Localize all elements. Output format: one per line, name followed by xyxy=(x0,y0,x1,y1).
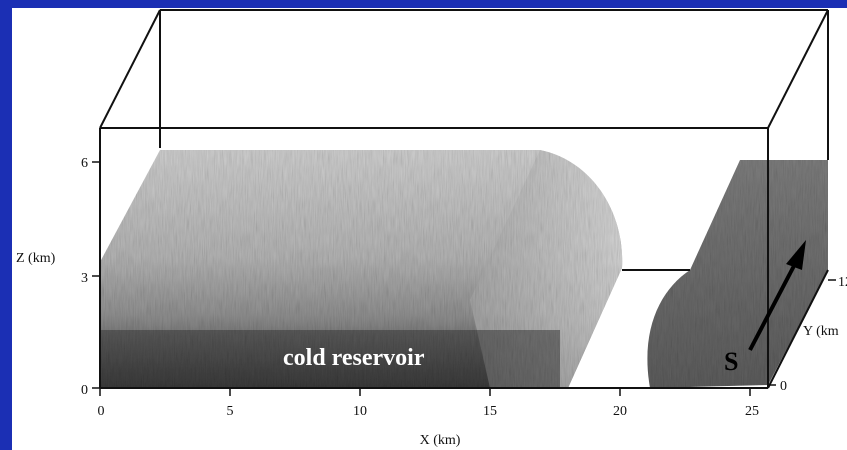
domain-box-back xyxy=(99,9,829,160)
y-axis xyxy=(768,279,836,386)
shear-label: S xyxy=(724,347,738,376)
figure-panel: 0 5 10 15 20 25 X (km) 6 3 0 Z (km) 0 12… xyxy=(12,8,847,450)
domain-box-front xyxy=(99,128,829,389)
z-axis-label: Z (km) xyxy=(16,251,56,266)
z-tick-label: 0 xyxy=(81,383,88,398)
downstream-cold-pool xyxy=(647,160,828,388)
x-tick-label: 0 xyxy=(98,404,105,419)
z-axis xyxy=(92,161,100,389)
shear-arrow xyxy=(748,240,806,351)
x-tick-label: 25 xyxy=(745,404,759,419)
x-axis xyxy=(99,388,751,396)
cold-reservoir-label: cold reservoir xyxy=(283,345,425,371)
x-tick-label: 15 xyxy=(483,404,497,419)
x-axis-label: X (km) xyxy=(420,433,461,448)
y-tick-label: 12 xyxy=(838,275,847,290)
cold-reservoir-body xyxy=(100,150,623,388)
x-tick-label: 5 xyxy=(227,404,234,419)
z-tick-label: 6 xyxy=(81,156,88,171)
x-tick-label: 10 xyxy=(353,404,367,419)
y-axis-label: Y (km xyxy=(803,324,839,339)
z-tick-label: 3 xyxy=(81,271,88,286)
cold-pool-diagram: 0 5 10 15 20 25 X (km) 6 3 0 Z (km) 0 12… xyxy=(16,9,847,448)
y-tick-label: 0 xyxy=(780,379,787,394)
x-tick-label: 20 xyxy=(613,404,627,419)
